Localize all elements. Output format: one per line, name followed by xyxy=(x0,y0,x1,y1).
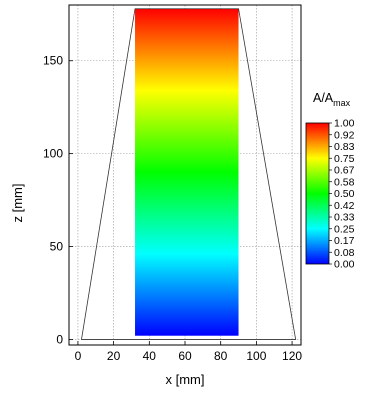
colorbar-title: A/Amax xyxy=(313,91,351,108)
colorbar-tick-label: 0.25 xyxy=(334,223,355,235)
colorbar-tick-label: 0.75 xyxy=(334,153,355,165)
colorbar-tick-label: 1.00 xyxy=(334,118,355,130)
cross-section-outline xyxy=(81,8,297,340)
colorbar-tick-label: 0.00 xyxy=(334,259,355,271)
x-tick-label: 0 xyxy=(75,349,82,363)
colorbar-tick-label: 0.58 xyxy=(334,176,355,188)
colorbar xyxy=(305,122,330,265)
colorbar-tick-label: 0.92 xyxy=(334,129,355,141)
y-axis-ticks: 0 50 100 150 xyxy=(43,54,73,346)
colorbar-tick-label: 0.08 xyxy=(334,247,355,259)
colorbar-tick-label: 0.67 xyxy=(334,165,355,177)
x-tick-label: 100 xyxy=(246,349,266,363)
y-tick-label: 50 xyxy=(50,240,64,254)
y-axis-label: z [mm] xyxy=(10,184,25,223)
colorbar-tick-label: 0.83 xyxy=(334,141,355,153)
y-tick-label: 0 xyxy=(56,332,63,346)
x-tick-label: 120 xyxy=(282,349,302,363)
x-axis-ticks: 0 20 40 60 80 100 120 xyxy=(75,341,302,363)
x-axis-label: x [mm] xyxy=(166,372,205,387)
x-tick-label: 20 xyxy=(107,349,121,363)
x-tick-label: 60 xyxy=(178,349,192,363)
amplitude-field xyxy=(135,8,239,336)
colorbar-tick-label: 0.17 xyxy=(334,235,355,247)
colorbar-ticks: 1.000.920.830.750.670.580.500.420.330.25… xyxy=(329,118,355,271)
x-tick-label: 40 xyxy=(143,349,157,363)
colorbar-tick-label: 0.42 xyxy=(334,200,355,212)
x-tick-label: 80 xyxy=(214,349,228,363)
y-tick-label: 150 xyxy=(43,54,63,68)
colorbar-tick-label: 0.33 xyxy=(334,212,355,224)
colorbar-tick-label: 0.50 xyxy=(334,188,355,200)
y-tick-label: 100 xyxy=(43,147,63,161)
